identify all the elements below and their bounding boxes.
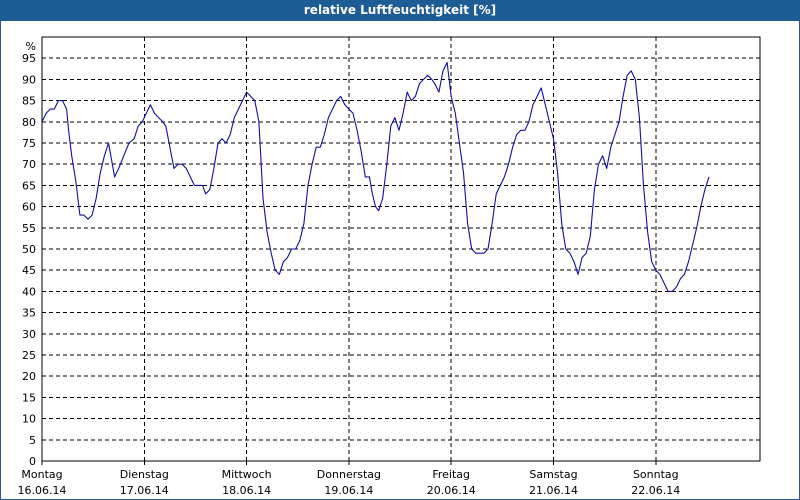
chart-title: relative Luftfeuchtigkeit [%] (0, 0, 800, 21)
x-tick-date: 19.06.14 (324, 484, 373, 497)
x-tick-day: Freitag (432, 468, 470, 481)
grid (42, 37, 760, 461)
plot-border (41, 36, 761, 462)
x-tick-day: Mittwoch (222, 468, 272, 481)
y-tick-label: 25 (22, 349, 36, 362)
y-tick-label: 5 (29, 434, 36, 447)
y-tick-label: 50 (22, 243, 36, 256)
series-line-humidity (41, 61, 710, 292)
y-tick-label: 95 (22, 52, 36, 65)
y-tick-label: 90 (22, 73, 36, 86)
y-tick-label: 75 (22, 137, 36, 150)
series-layer (41, 61, 710, 292)
axes (41, 36, 761, 465)
x-tick-date: 21.06.14 (529, 484, 578, 497)
x-tick-day: Dienstag (120, 468, 169, 481)
tick-labels: 0 5 10 15 20 25 30 35 40 45 50 55 60 65 70 75 80 85 90 95% M… (18, 40, 681, 497)
y-tick-label: 85 (22, 95, 36, 108)
y-tick-label: 65 (22, 179, 36, 192)
y-tick-label: 80 (22, 116, 36, 129)
x-tick-day: Montag (21, 468, 62, 481)
y-tick-label: 40 (22, 285, 36, 298)
x-tick-date: 16.06.14 (18, 484, 67, 497)
y-tick-label: 20 (22, 370, 36, 383)
y-tick-label: 45 (22, 264, 36, 277)
x-tick-date: 22.06.14 (631, 484, 680, 497)
y-tick-label: 35 (22, 307, 36, 320)
y-tick-label: 60 (22, 201, 36, 214)
x-tick-date: 18.06.14 (222, 484, 271, 497)
y-tick-label: 55 (22, 222, 36, 235)
x-tick-date: 17.06.14 (120, 484, 169, 497)
y-tick-label: 70 (22, 158, 36, 171)
y-tick-label: 15 (22, 391, 36, 404)
y-axis-unit: % (26, 40, 36, 53)
x-tick-day: Sonntag (633, 468, 679, 481)
x-tick-day: Donnerstag (317, 468, 381, 481)
y-tick-label: 10 (22, 413, 36, 426)
y-tick-label: 0 (29, 455, 36, 468)
x-tick-date: 20.06.14 (427, 484, 476, 497)
x-tick-day: Samstag (529, 468, 577, 481)
y-tick-label: 30 (22, 328, 36, 341)
